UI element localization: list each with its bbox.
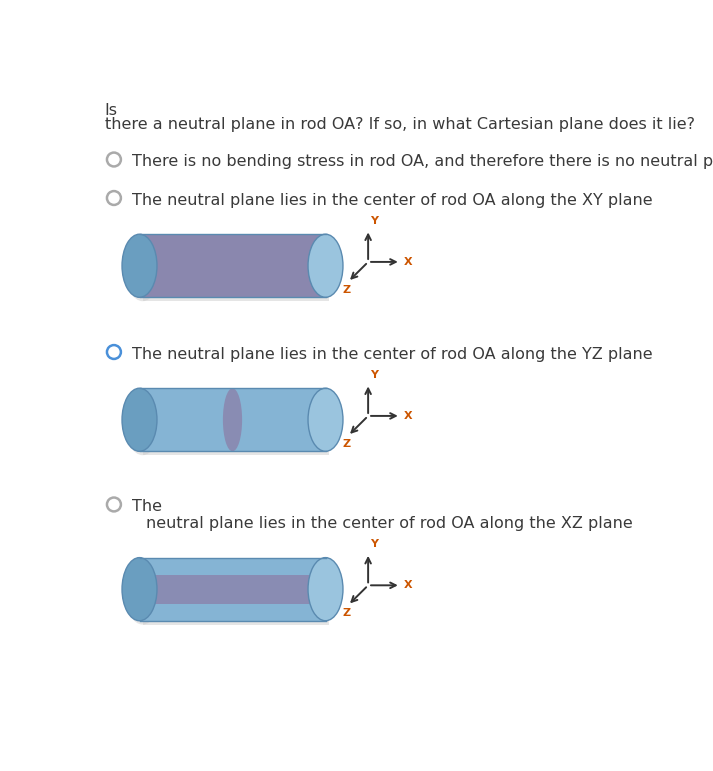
Text: there a neutral plane in rod OA? If so, in what Cartesian plane does it lie?: there a neutral plane in rod OA? If so, … bbox=[105, 117, 694, 132]
Text: The neutral plane lies in the center of rod OA along the YZ plane: The neutral plane lies in the center of … bbox=[132, 347, 652, 362]
Text: Y: Y bbox=[371, 370, 379, 380]
Bar bbox=[143, 392, 329, 455]
Bar bbox=[140, 389, 326, 451]
Text: The neutral plane lies in the center of rod OA along the XY plane: The neutral plane lies in the center of … bbox=[132, 193, 652, 207]
Ellipse shape bbox=[308, 389, 343, 451]
Ellipse shape bbox=[125, 392, 160, 455]
Ellipse shape bbox=[122, 557, 157, 621]
Ellipse shape bbox=[122, 234, 157, 298]
Bar bbox=[140, 234, 326, 298]
Text: Is: Is bbox=[105, 103, 118, 118]
Ellipse shape bbox=[125, 238, 160, 301]
Bar bbox=[143, 238, 329, 301]
Text: Z: Z bbox=[342, 608, 351, 618]
Bar bbox=[140, 574, 326, 604]
Bar bbox=[140, 234, 326, 298]
Text: Z: Z bbox=[342, 285, 351, 295]
Text: X: X bbox=[404, 257, 412, 267]
Ellipse shape bbox=[122, 389, 157, 451]
Text: X: X bbox=[404, 411, 412, 421]
Ellipse shape bbox=[308, 557, 343, 621]
Ellipse shape bbox=[308, 234, 343, 298]
Text: neutral plane lies in the center of rod OA along the XZ plane: neutral plane lies in the center of rod … bbox=[145, 516, 632, 531]
Text: There is no bending stress in rod OA, and therefore there is no neutral plane.: There is no bending stress in rod OA, an… bbox=[132, 154, 713, 169]
Ellipse shape bbox=[125, 561, 160, 625]
Text: X: X bbox=[404, 581, 412, 591]
Bar bbox=[140, 557, 326, 621]
Ellipse shape bbox=[223, 389, 242, 451]
Bar bbox=[143, 561, 329, 625]
Text: Z: Z bbox=[342, 439, 351, 449]
Text: Y: Y bbox=[371, 539, 379, 549]
Text: Y: Y bbox=[371, 216, 379, 226]
Text: The: The bbox=[132, 499, 162, 514]
